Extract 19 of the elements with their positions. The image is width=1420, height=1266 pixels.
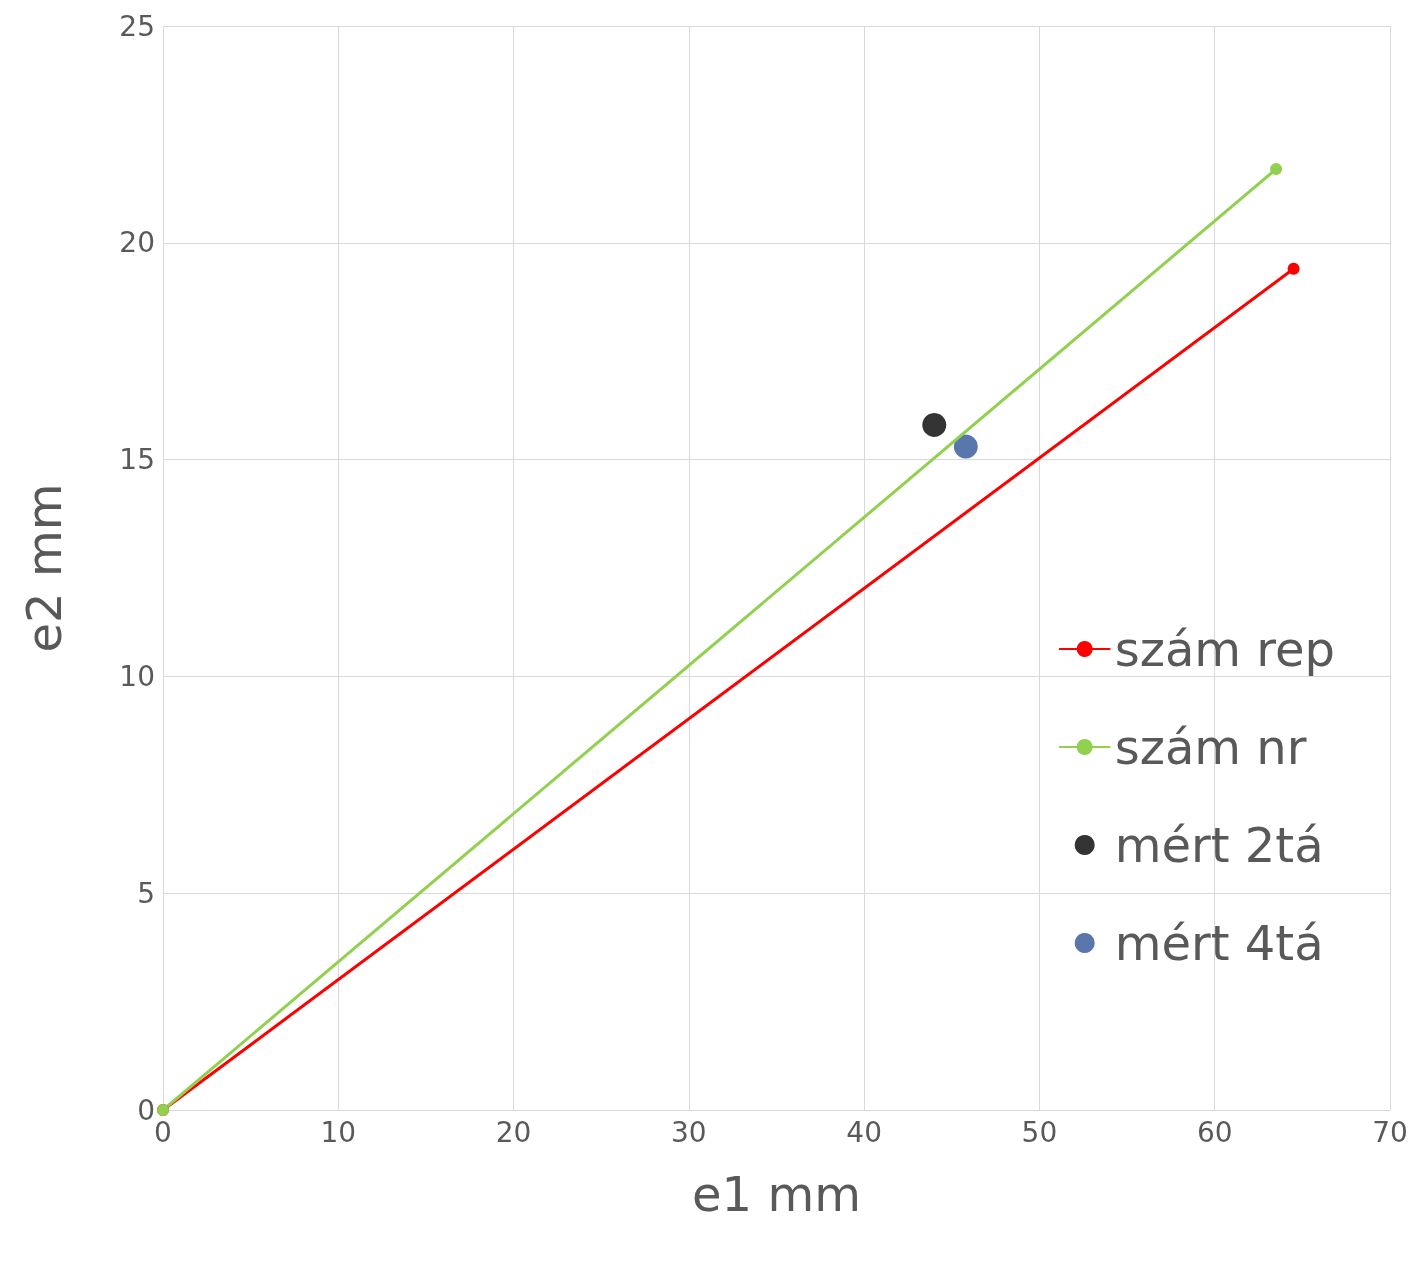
x-tick-label: 60 bbox=[1196, 1115, 1233, 1149]
legend-label: mért 2tá bbox=[1114, 817, 1324, 873]
x-tick-label: 50 bbox=[1021, 1115, 1058, 1149]
x-axis-title: e1 mm bbox=[692, 1166, 861, 1222]
y-tick-label: 15 bbox=[119, 443, 155, 477]
y-tick-label: 25 bbox=[119, 9, 155, 43]
x-tick-label: 30 bbox=[671, 1115, 707, 1149]
x-tick-label: 70 bbox=[1372, 1115, 1408, 1149]
y-tick-label: 0 bbox=[137, 1093, 155, 1127]
y-tick-label: 10 bbox=[119, 659, 155, 693]
x-tick-label: 10 bbox=[320, 1115, 357, 1149]
y-tick-label: 5 bbox=[137, 876, 155, 910]
legend-label: mért 4tá bbox=[1114, 915, 1324, 971]
x-tick-label: 40 bbox=[846, 1115, 882, 1149]
legend-label: szám rep bbox=[1114, 621, 1335, 677]
y-axis-title: e2 mm bbox=[16, 483, 72, 653]
x-tick-label: 20 bbox=[495, 1115, 532, 1149]
legend-label: szám nr bbox=[1114, 719, 1307, 775]
y-tick-label: 20 bbox=[119, 226, 155, 260]
